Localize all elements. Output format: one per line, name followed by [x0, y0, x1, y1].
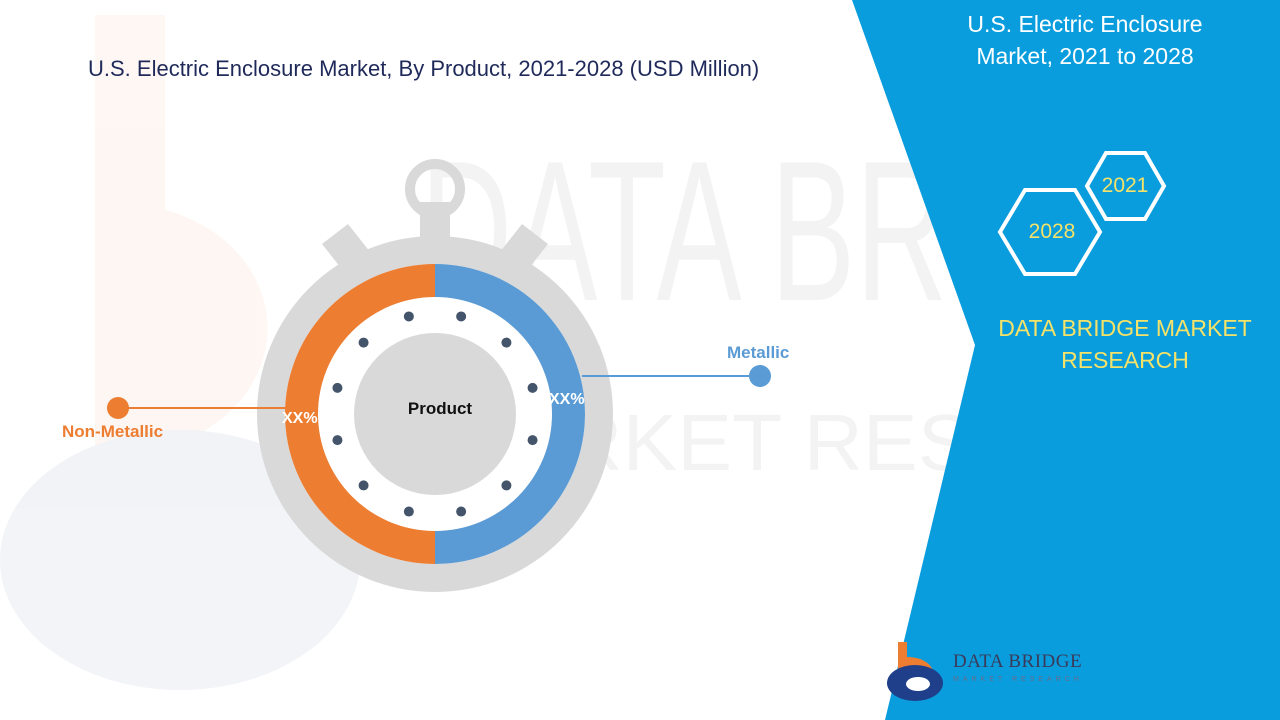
dial-dot [358, 337, 369, 348]
brand-name: DATA BRIDGE MARKET RESEARCH [998, 315, 1252, 373]
hexagon-2028 [997, 188, 1103, 276]
logo-name: DATA BRIDGE [953, 651, 1083, 672]
dial-dot [332, 382, 343, 393]
dial-dot [403, 506, 414, 517]
dial-dot [456, 311, 467, 322]
dial-dot [403, 311, 414, 322]
watermark-logo [0, 15, 360, 690]
dial-dot [456, 506, 467, 517]
data-label-metallic: XX% [549, 391, 585, 408]
dial-dots [332, 311, 538, 517]
logo-mark [887, 642, 943, 701]
year-end-label: 2028 [1028, 220, 1076, 243]
center-label: Product [407, 399, 473, 418]
metallic-leader [582, 365, 771, 387]
segment-non-metallic [285, 264, 435, 564]
dial-dot [527, 435, 538, 446]
dial-dot [501, 480, 512, 491]
data-label-non-metallic: XX% [282, 410, 318, 427]
dial-dot [332, 435, 343, 446]
dial-dot [527, 382, 538, 393]
logo-sub: MARKET RESEARCH [953, 676, 1083, 683]
dial-dot [501, 337, 512, 348]
side-panel-title: U.S. Electric Enclosure Market, 2021 to … [967, 11, 1203, 69]
legend-metallic: Metallic [727, 343, 790, 362]
chart-title: U.S. Electric Enclosure Market, By Produ… [88, 56, 760, 81]
side-panel [852, 0, 1280, 720]
center-circle [354, 333, 516, 495]
non-metallic-leader [107, 397, 290, 419]
dial-dot [358, 480, 369, 491]
segment-metallic [435, 264, 585, 564]
legend-non-metallic: Non-Metallic [62, 422, 164, 441]
hexagon-2021 [1084, 151, 1167, 221]
year-start-label: 2021 [1101, 174, 1149, 197]
donut-segments [285, 264, 585, 564]
